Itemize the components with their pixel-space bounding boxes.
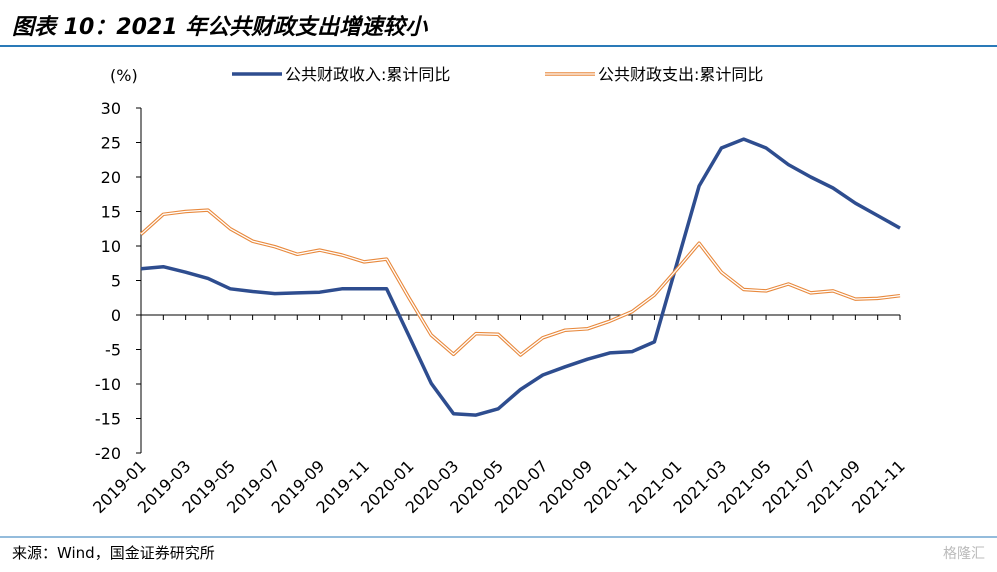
y-tick-label: 5 — [111, 272, 121, 291]
y-tick-label: -10 — [95, 375, 121, 394]
y-tick-label: 30 — [101, 99, 121, 118]
y-tick-label: 0 — [111, 306, 121, 325]
y-tick-label: -20 — [95, 444, 121, 463]
y-tick-label: 10 — [101, 237, 121, 256]
series-line-inner — [140, 209, 901, 356]
y-tick-label: 20 — [101, 168, 121, 187]
y-tick-label: 25 — [101, 134, 121, 153]
y-unit: (%) — [110, 66, 138, 85]
y-tick-label: -15 — [95, 410, 121, 429]
chart-title: 图表 10：2021 年公共财政支出增速较小 — [12, 14, 428, 40]
y-tick-label: -5 — [105, 341, 121, 360]
series-line — [140, 137, 901, 417]
watermark: 格隆汇 — [943, 546, 985, 562]
legend-label: 公共财政支出:累计同比 — [598, 65, 763, 84]
series-line — [139, 208, 901, 357]
y-tick-label: 15 — [101, 203, 121, 222]
legend-label: 公共财政收入:累计同比 — [285, 65, 450, 84]
source: 来源：Wind，国金证券研究所 — [12, 544, 215, 562]
